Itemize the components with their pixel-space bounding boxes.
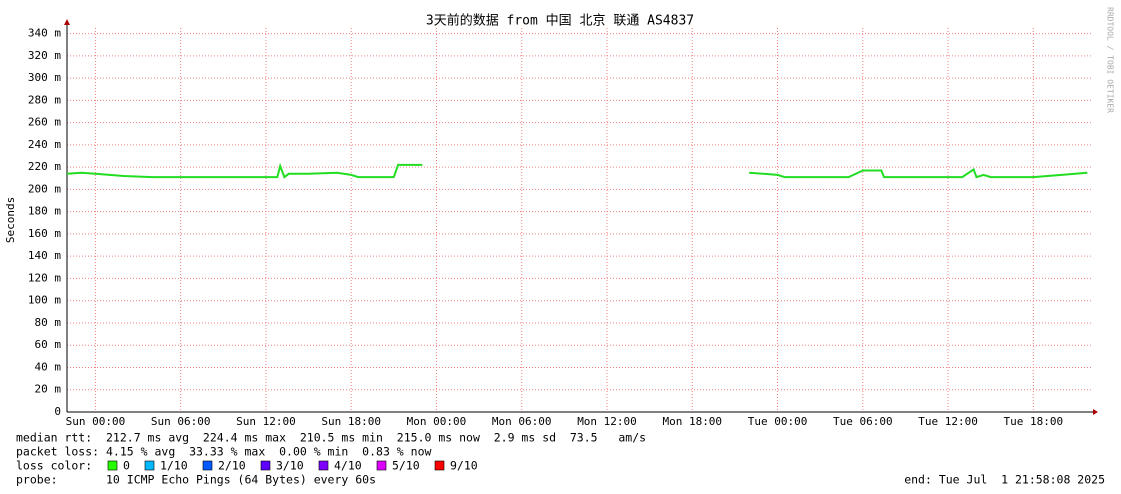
y-tick-label: 340 m <box>28 27 61 40</box>
y-tick-label: 180 m <box>28 205 61 218</box>
loss-color-swatch <box>144 460 155 471</box>
y-tick-label: 40 m <box>35 360 62 373</box>
y-tick-label: 80 m <box>35 316 62 329</box>
loss-color-label: 1/10 <box>160 459 188 473</box>
x-tick-label: Mon 06:00 <box>492 415 552 428</box>
loss-color-swatch <box>318 460 329 471</box>
end-time: end: Tue Jul 1 21:58:08 2025 <box>904 473 1105 487</box>
x-tick-label: Mon 18:00 <box>662 415 722 428</box>
y-tick-label: 20 m <box>35 383 62 396</box>
y-tick-label: 220 m <box>28 160 61 173</box>
y-tick-label: 320 m <box>28 49 61 62</box>
median-line <box>66 162 1088 179</box>
loss-color-label: 3/10 <box>276 459 304 473</box>
loss-color-swatch <box>202 460 213 471</box>
loss-color-swatch <box>376 460 387 471</box>
x-tick-label: Mon 00:00 <box>407 415 467 428</box>
x-tick-label: Tue 18:00 <box>1004 415 1064 428</box>
watermark: RRDTOOL / TOBI OETIKER <box>1106 7 1115 113</box>
x-tick-label: Sun 00:00 <box>66 415 126 428</box>
loss-color-swatch <box>107 460 118 471</box>
y-tick-label: 120 m <box>28 271 61 284</box>
median-rtt: median rtt: 212.7 ms avg 224.4 ms max 21… <box>16 431 646 445</box>
packet-loss: packet loss: 4.15 % avg 33.33 % max 0.00… <box>16 445 431 459</box>
x-arrow <box>1093 409 1098 415</box>
loss-color-label: 9/10 <box>450 459 478 473</box>
loss-color-swatch <box>260 460 271 471</box>
loss-color-label: 0 <box>123 459 130 473</box>
y-arrow <box>64 19 70 25</box>
x-tick-label: Tue 12:00 <box>918 415 978 428</box>
loss-color-label: 5/10 <box>392 459 420 473</box>
loss-color-label: 2/10 <box>218 459 246 473</box>
loss-color-label: 4/10 <box>334 459 362 473</box>
y-tick-label: 0 <box>54 405 61 418</box>
x-tick-label: Sun 12:00 <box>236 415 296 428</box>
y-axis-label: Seconds <box>4 197 17 243</box>
y-tick-label: 200 m <box>28 182 61 195</box>
chart-title: 3天前的数据 from 中国 北京 联通 AS4837 <box>426 13 694 29</box>
y-tick-label: 100 m <box>28 294 61 307</box>
x-tick-label: Tue 06:00 <box>833 415 893 428</box>
y-tick-label: 260 m <box>28 116 61 129</box>
loss-color-label: loss color: <box>16 459 92 473</box>
y-tick-label: 60 m <box>35 338 62 351</box>
loss-color-swatch <box>434 460 445 471</box>
x-tick-label: Sun 06:00 <box>151 415 211 428</box>
plot-area <box>67 28 1093 413</box>
x-tick-label: Tue 00:00 <box>748 415 808 428</box>
y-tick-label: 160 m <box>28 227 61 240</box>
x-tick-label: Mon 12:00 <box>577 415 637 428</box>
probe: probe: 10 ICMP Echo Pings (64 Bytes) eve… <box>16 473 376 487</box>
y-tick-label: 300 m <box>28 71 61 84</box>
x-tick-label: Sun 18:00 <box>321 415 381 428</box>
y-tick-label: 140 m <box>28 249 61 262</box>
y-tick-label: 240 m <box>28 138 61 151</box>
y-tick-label: 280 m <box>28 93 61 106</box>
